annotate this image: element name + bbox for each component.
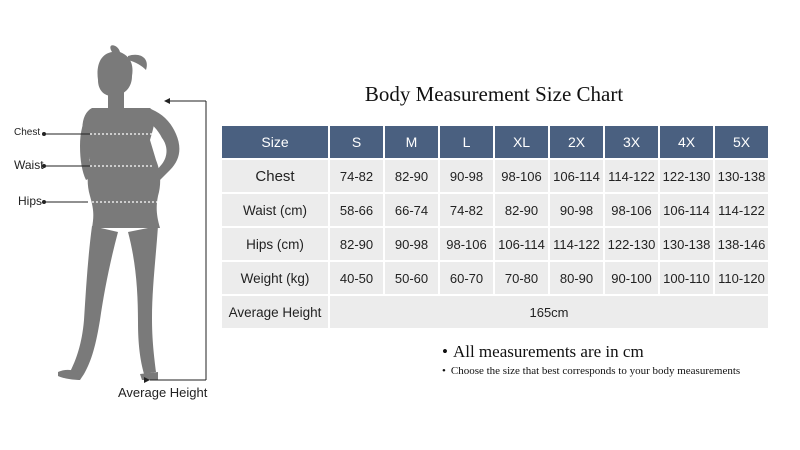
header-l: L bbox=[440, 126, 493, 158]
header-2x: 2X bbox=[550, 126, 603, 158]
table-cell: 130-138 bbox=[715, 160, 768, 192]
table-row: Hips (cm) 82-90 90-98 98-106 106-114 114… bbox=[222, 228, 768, 260]
table-cell: 122-130 bbox=[605, 228, 658, 260]
table-cell: 74-82 bbox=[440, 194, 493, 226]
notes: • All measurements are in cm • Choose the … bbox=[442, 342, 740, 377]
body-silhouette bbox=[42, 45, 207, 383]
table-cell: 90-98 bbox=[385, 228, 438, 260]
header-size: Size bbox=[222, 126, 328, 158]
table-cell: 82-90 bbox=[330, 228, 383, 260]
table-cell: 114-122 bbox=[605, 160, 658, 192]
header-4x: 4X bbox=[660, 126, 713, 158]
header-3x: 3X bbox=[605, 126, 658, 158]
table-cell: 58-66 bbox=[330, 194, 383, 226]
table-cell: 82-90 bbox=[495, 194, 548, 226]
header-row: Size S M L XL 2X 3X 4X 5X bbox=[222, 126, 768, 158]
size-table: Size S M L XL 2X 3X 4X 5X Chest 74-82 82… bbox=[220, 124, 770, 330]
note-secondary: • Choose the size that best corresponds t… bbox=[442, 365, 740, 377]
waist-label: Waist bbox=[14, 158, 44, 172]
row-label-hips: Hips (cm) bbox=[222, 228, 328, 260]
chart-title: Body Measurement Size Chart bbox=[364, 82, 624, 106]
table-cell: 98-106 bbox=[605, 194, 658, 226]
table-cell: 114-122 bbox=[550, 228, 603, 260]
table-row: Weight (kg) 40-50 50-60 60-70 70-80 80-9… bbox=[222, 262, 768, 294]
table-cell: 138-146 bbox=[715, 228, 768, 260]
row-label-weight: Weight (kg) bbox=[222, 262, 328, 294]
table-cell: 106-114 bbox=[495, 228, 548, 260]
table-cell: 82-90 bbox=[385, 160, 438, 192]
note-primary: • All measurements are in cm bbox=[442, 342, 740, 362]
header-m: M bbox=[385, 126, 438, 158]
table-cell: 122-130 bbox=[660, 160, 713, 192]
table-row: Waist (cm) 58-66 66-74 74-82 82-90 90-98… bbox=[222, 194, 768, 226]
table-cell: 98-106 bbox=[495, 160, 548, 192]
table-cell: 70-80 bbox=[495, 262, 548, 294]
table-cell: 100-110 bbox=[660, 262, 713, 294]
header-5x: 5X bbox=[715, 126, 768, 158]
table-cell: 90-98 bbox=[440, 160, 493, 192]
table-cell: 106-114 bbox=[550, 160, 603, 192]
table-row: Chest 74-82 82-90 90-98 98-106 106-114 1… bbox=[222, 160, 768, 192]
note-primary-text: All measurements are in cm bbox=[452, 342, 644, 361]
table-cell: 74-82 bbox=[330, 160, 383, 192]
table-cell: 60-70 bbox=[440, 262, 493, 294]
average-height-label: Average Height bbox=[118, 385, 208, 400]
table-cell: 130-138 bbox=[660, 228, 713, 260]
table-row: Average Height 165cm bbox=[222, 296, 768, 328]
table-cell: 66-74 bbox=[385, 194, 438, 226]
row-label-average-height: Average Height bbox=[222, 296, 328, 328]
bullet-icon: • bbox=[442, 342, 448, 361]
chest-label: Chest bbox=[14, 127, 41, 138]
table-cell: 106-114 bbox=[660, 194, 713, 226]
average-height-value: 165cm bbox=[330, 296, 768, 328]
table-cell: 50-60 bbox=[385, 262, 438, 294]
table-cell: 40-50 bbox=[330, 262, 383, 294]
table-cell: 98-106 bbox=[440, 228, 493, 260]
row-label-waist: Waist (cm) bbox=[222, 194, 328, 226]
hips-label: Hips bbox=[18, 194, 43, 208]
table-cell: 90-100 bbox=[605, 262, 658, 294]
table-cell: 110-120 bbox=[715, 262, 768, 294]
header-xl: XL bbox=[495, 126, 548, 158]
table-cell: 80-90 bbox=[550, 262, 603, 294]
note-secondary-text: Choose the size that best corresponds to… bbox=[450, 365, 741, 377]
row-label-chest: Chest bbox=[222, 160, 328, 192]
table-cell: 114-122 bbox=[715, 194, 768, 226]
header-s: S bbox=[330, 126, 383, 158]
table-cell: 90-98 bbox=[550, 194, 603, 226]
bullet-icon: • bbox=[442, 365, 446, 377]
